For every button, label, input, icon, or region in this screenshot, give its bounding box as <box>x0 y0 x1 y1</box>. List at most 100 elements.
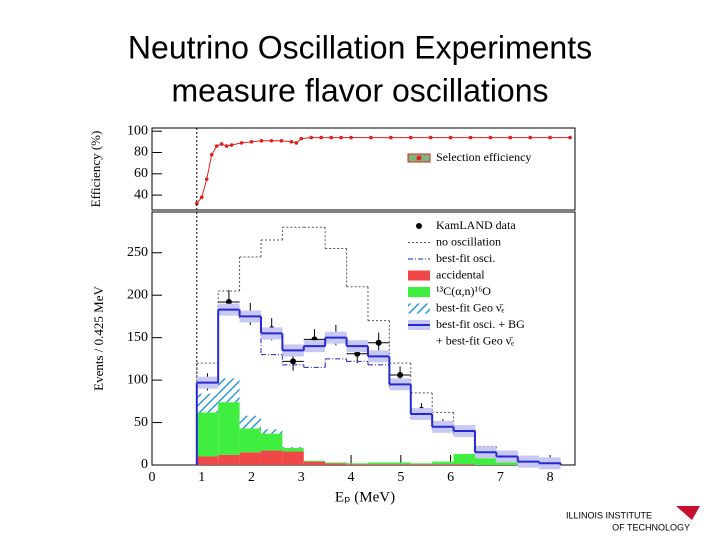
legend-label: accidental <box>436 267 485 281</box>
data-point <box>225 298 232 305</box>
data-point <box>397 372 404 379</box>
x-tick-label: 3 <box>298 470 305 485</box>
y-tick-label: 60 <box>134 166 148 181</box>
legend-swatch <box>408 303 430 314</box>
stacked-bar <box>218 454 240 465</box>
y-tick-label: 200 <box>127 287 148 302</box>
efficiency-point <box>428 135 433 140</box>
slide-title: measure flavor oscillations <box>171 72 548 108</box>
legend-marker <box>416 155 422 161</box>
stacked-bar <box>303 460 326 462</box>
legend-label: ¹³C(α,n)¹⁶O <box>436 284 491 298</box>
legend-label: Selection efficiency <box>436 150 531 164</box>
efficiency-point <box>488 135 493 140</box>
efficiency-point <box>468 135 473 140</box>
x-tick-label: 1 <box>198 470 205 485</box>
stacked-bar <box>196 393 219 413</box>
legend-label: KamLAND data <box>436 218 516 232</box>
x-tick-label: 5 <box>397 470 404 485</box>
stacked-bar <box>453 464 475 465</box>
efficiency-point <box>279 138 284 143</box>
efficiency-point <box>224 144 229 148</box>
data-point <box>290 358 297 365</box>
stacked-bar <box>239 415 261 429</box>
efficiency-point <box>204 177 209 181</box>
logo: ILLINOIS INSTITUTE OF TECHNOLOGY <box>566 506 700 532</box>
stacked-bar <box>260 450 283 465</box>
x-tick-label: 7 <box>497 470 504 485</box>
y-tick-label: 0 <box>141 457 148 472</box>
efficiency-point <box>309 135 314 140</box>
stacked-bar <box>410 463 433 465</box>
stacked-bar <box>346 463 368 465</box>
stacked-bar <box>410 464 433 465</box>
efficiency-point <box>214 144 219 148</box>
logo-text: OF TECHNOLOGY <box>612 522 690 532</box>
stacked-bar <box>260 433 283 451</box>
logo-text: ILLINOIS INSTITUTE <box>566 510 652 520</box>
y-axis-label: Efficiency (%) <box>88 131 103 208</box>
plot-frame <box>151 127 576 211</box>
efficiency-point <box>269 138 274 143</box>
efficiency-point <box>369 135 373 140</box>
data-point <box>354 350 361 357</box>
legend-label: no oscillation <box>436 234 501 248</box>
efficiency-point <box>194 201 199 206</box>
x-tick-label: 2 <box>248 470 255 485</box>
stacked-bar <box>432 464 454 465</box>
efficiency-point <box>408 135 413 140</box>
legend-swatch <box>408 287 430 297</box>
slide-title: Neutrino Oscillation Experiments <box>128 29 592 65</box>
legend-swatch <box>408 270 430 281</box>
efficiency-point <box>349 135 353 140</box>
stacked-bar <box>346 464 368 465</box>
stacked-bar <box>282 447 304 449</box>
stacked-bar <box>218 378 240 403</box>
legend-label: best-fit osci. + BG <box>436 317 525 331</box>
stacked-bar <box>389 462 411 465</box>
legend-label: + best-fit Geo ν̄ₑ <box>436 333 514 347</box>
stacked-bar <box>239 428 261 453</box>
stacked-bar <box>325 462 347 464</box>
efficiency-point <box>339 135 343 140</box>
legend-label: best-fit Geo ν̄ₑ <box>436 300 504 314</box>
y-tick-label: 100 <box>127 372 148 387</box>
stacked-bar <box>496 462 518 465</box>
stacked-bar <box>196 456 219 465</box>
logo-mark <box>676 506 700 520</box>
efficiency-point <box>199 195 204 200</box>
efficiency-point <box>294 141 299 145</box>
efficiency-point <box>259 138 264 143</box>
efficiency-point <box>568 135 572 140</box>
stacked-bar <box>218 402 240 455</box>
efficiency-point <box>289 140 294 144</box>
efficiency-point <box>448 135 453 140</box>
efficiency-point <box>299 136 304 141</box>
x-tick-label: 8 <box>547 470 554 485</box>
x-axis-label: Eₚ (MeV) <box>335 489 395 505</box>
y-tick-label: 40 <box>134 187 148 202</box>
efficiency-point <box>239 141 244 145</box>
x-tick-label: 0 <box>149 470 156 485</box>
legend-marker <box>416 223 422 229</box>
y-tick-label: 250 <box>127 245 148 260</box>
stacked-bar <box>303 461 326 465</box>
y-axis-label: Events / 0.425 MeV <box>91 286 106 391</box>
y-tick-label: 50 <box>134 415 148 430</box>
y-tick-label: 80 <box>134 145 148 160</box>
stacked-bar <box>432 461 454 465</box>
stacked-bar <box>389 464 411 465</box>
stacked-bar <box>260 429 283 434</box>
x-tick-label: 6 <box>447 470 454 485</box>
stacked-bar <box>196 412 219 457</box>
efficiency-line <box>196 137 571 204</box>
efficiency-point <box>219 142 224 146</box>
efficiency-point <box>249 140 254 144</box>
data-point <box>375 339 382 346</box>
stacked-bar <box>453 453 475 465</box>
efficiency-point <box>389 135 393 140</box>
stacked-bar <box>367 464 390 465</box>
efficiency-point <box>508 135 513 140</box>
